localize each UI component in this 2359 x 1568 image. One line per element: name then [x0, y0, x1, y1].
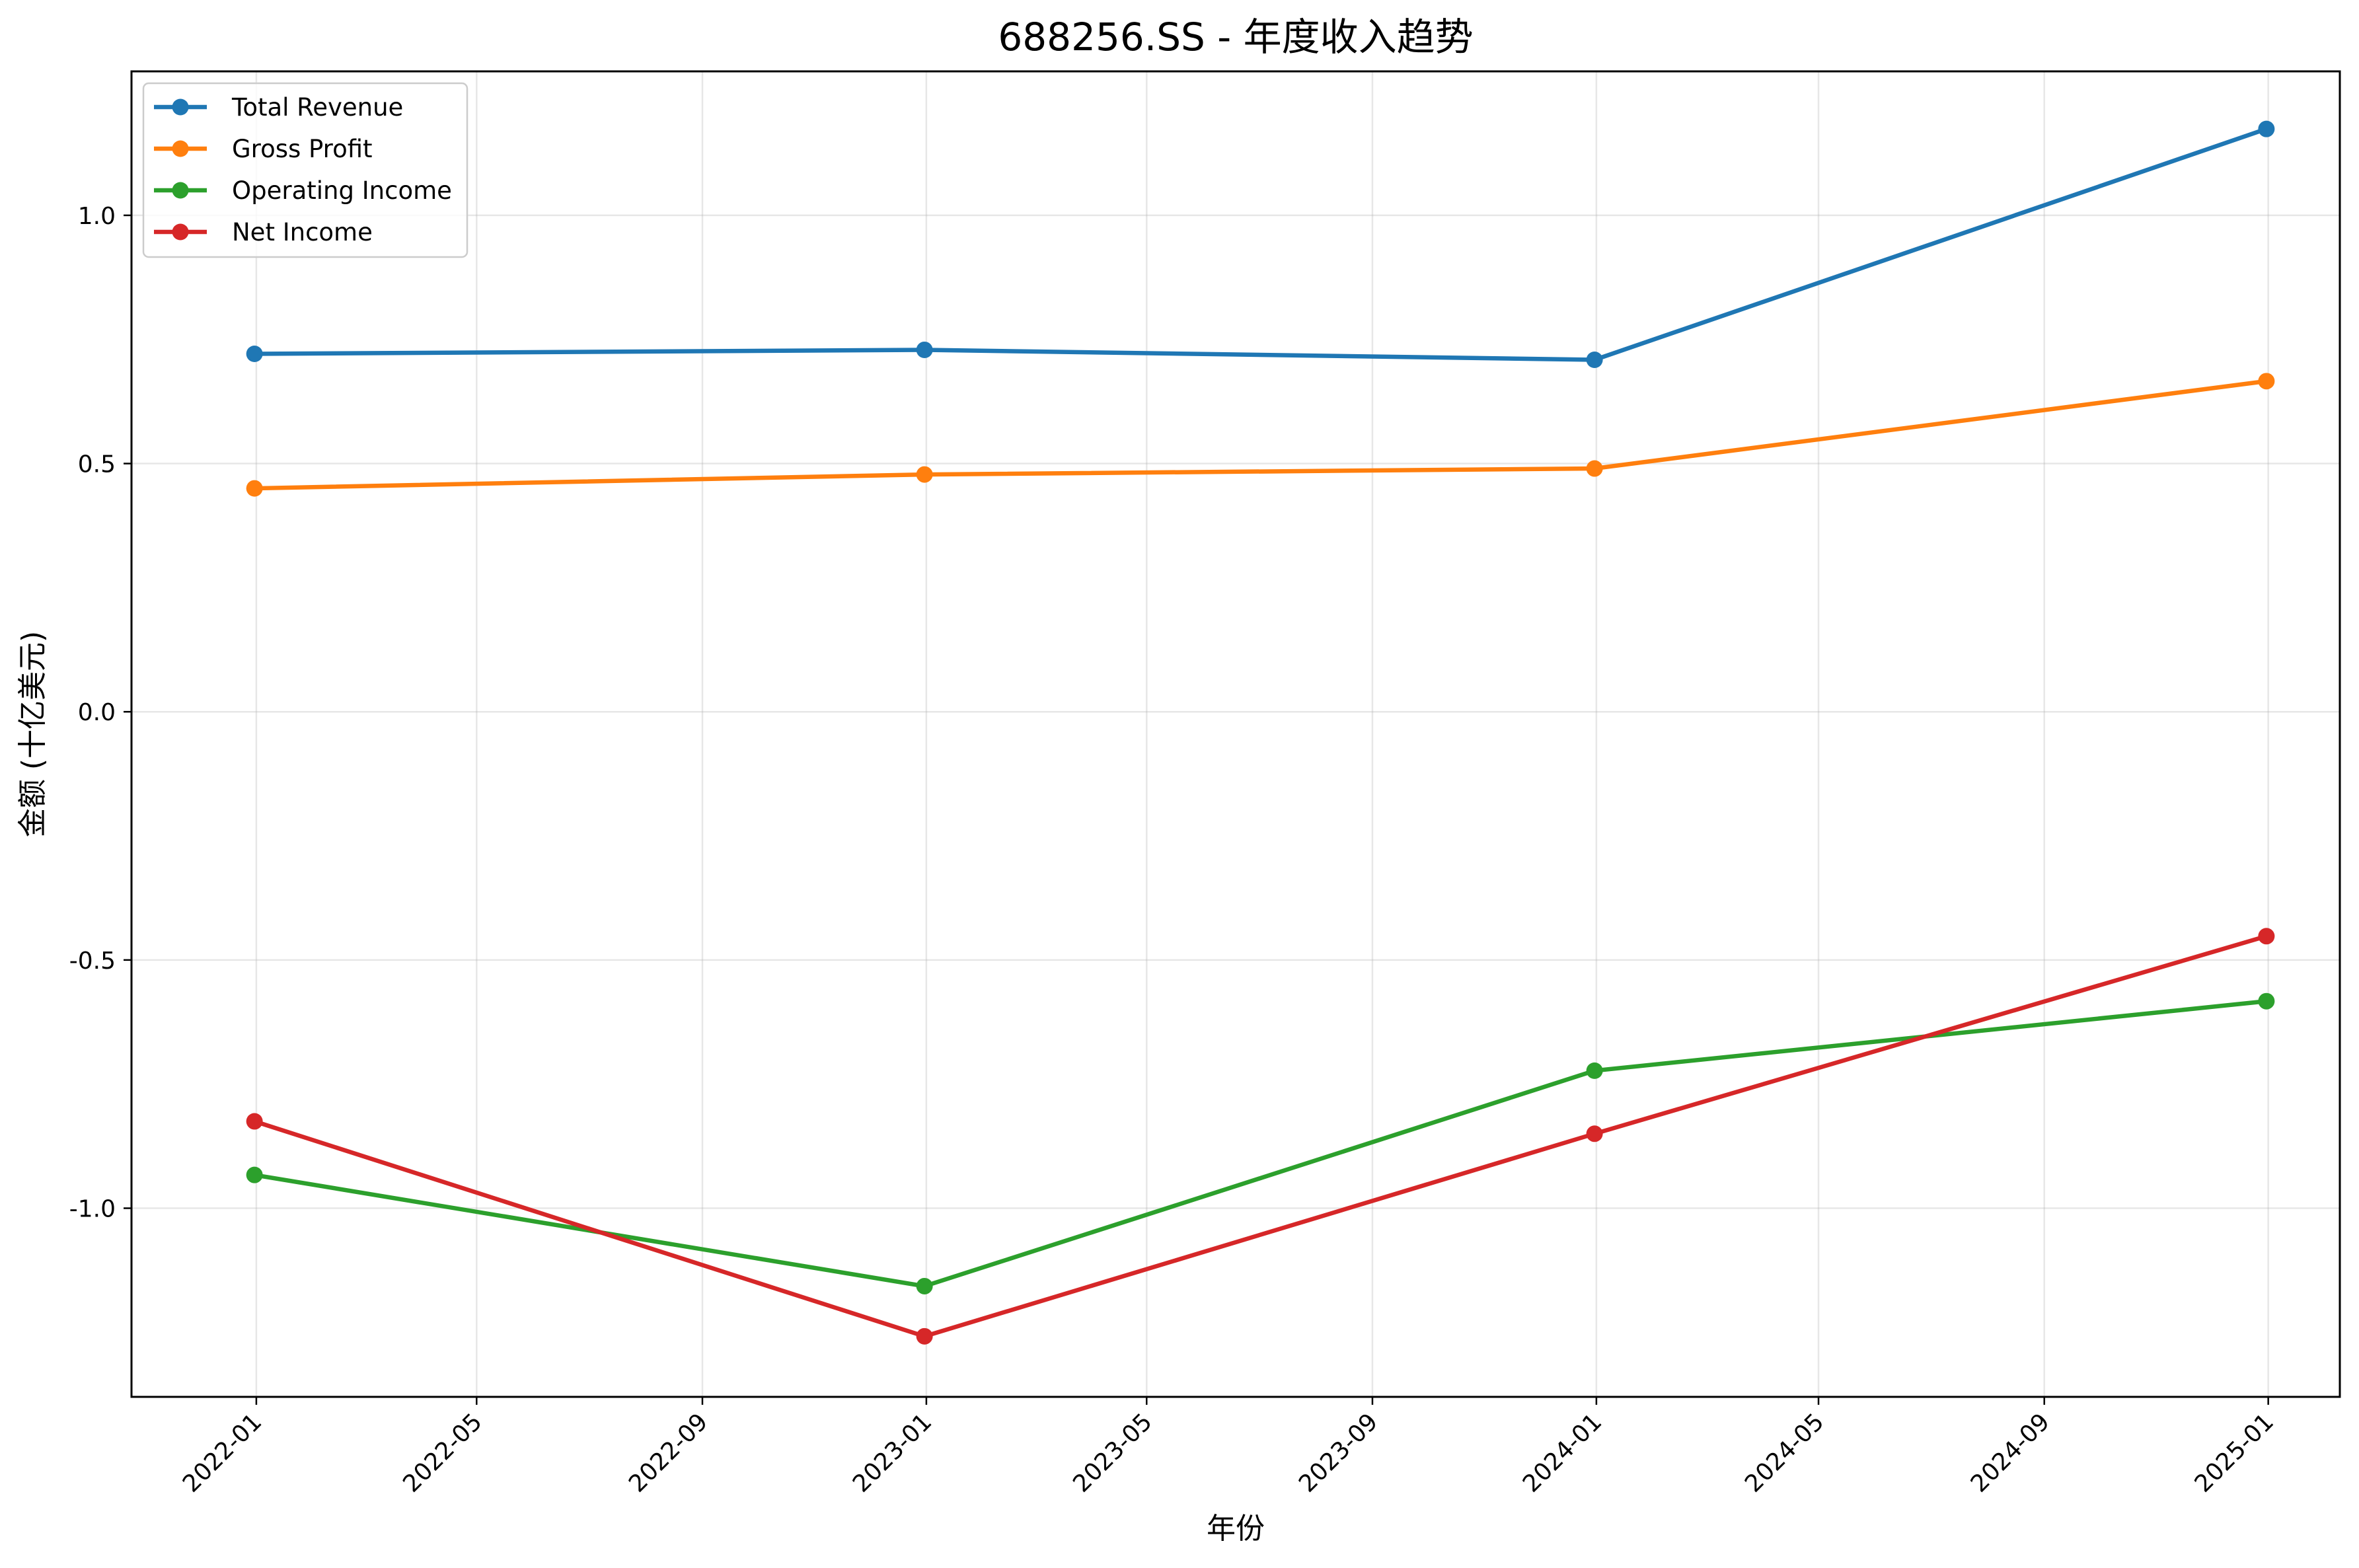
data-point [1586, 460, 1603, 477]
data-point [916, 466, 933, 483]
data-point [246, 1113, 263, 1130]
legend-label: Operating Income [232, 176, 452, 205]
legend-label: Net Income [232, 218, 373, 246]
chart-title: 688256.SS - 年度收入趋势 [998, 15, 1473, 59]
y-tick-label: -1.0 [69, 1196, 116, 1223]
legend: Total Revenue Gross Profit Operating Incom… [142, 82, 468, 258]
data-point [916, 1327, 933, 1345]
legend-marker [172, 182, 189, 199]
legend-marker [172, 98, 189, 116]
data-point [916, 341, 933, 358]
series-layer [246, 120, 2275, 1345]
legend-marker [172, 140, 189, 157]
series-total-revenue [246, 120, 2275, 369]
data-point [2258, 373, 2275, 390]
y-tick-label: 0.5 [78, 451, 116, 478]
data-point [246, 480, 263, 497]
data-point [2258, 928, 2275, 945]
data-point [2258, 120, 2275, 137]
y-tick-label: -0.5 [69, 948, 116, 975]
plot-area [130, 70, 2341, 1398]
series-line [252, 379, 2269, 491]
series-gross-profit [246, 373, 2275, 497]
series-net-income [246, 928, 2275, 1345]
y-tick-label: 1.0 [78, 203, 116, 230]
legend-item: Gross Profit [154, 135, 373, 163]
legend-frame [142, 82, 468, 258]
x-axis-label: 年份 [1207, 1512, 1265, 1546]
data-point [1586, 1062, 1603, 1079]
legend-marker [172, 223, 189, 241]
legend-label: Total Revenue [231, 93, 403, 122]
data-point [246, 1166, 263, 1183]
y-axis: -1.0 -0.5 0.0 0.5 1.0 [69, 203, 131, 1223]
data-point [1586, 1125, 1603, 1142]
legend-item: Operating Income [154, 176, 452, 205]
data-point [246, 345, 263, 362]
series-line [252, 933, 2269, 1339]
legend-label: Gross Profit [232, 135, 373, 163]
legend-item: Net Income [154, 218, 373, 246]
y-tick-label: 0.0 [78, 699, 116, 726]
series-line [252, 126, 2270, 362]
data-point [2258, 992, 2275, 1010]
y-axis-label: 金额 (十亿美元) [16, 631, 50, 837]
legend-item: Total Revenue [154, 93, 403, 122]
grid [131, 71, 2340, 1397]
data-point [916, 1277, 933, 1294]
data-point [1586, 352, 1603, 369]
